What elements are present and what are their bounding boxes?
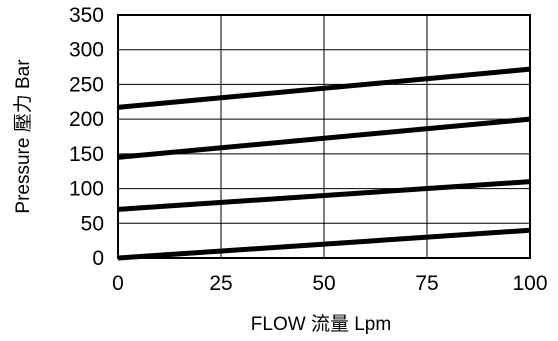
x-tick-label: 25 — [209, 272, 232, 295]
x-axis-label: FLOW 流量 Lpm — [251, 313, 391, 335]
y-tick-label: 0 — [92, 247, 104, 270]
series-line-4 — [117, 66, 531, 110]
x-tick-label: 75 — [415, 272, 438, 295]
y-tick-label: 100 — [69, 178, 104, 201]
series-line-1 — [117, 227, 531, 261]
y-tick-label: 200 — [69, 108, 104, 131]
y-tick-label: 50 — [81, 212, 104, 235]
y-axis-label: Pressure 壓力 Bar — [12, 59, 34, 214]
series-line-2 — [117, 179, 531, 212]
plot-frame — [117, 14, 531, 259]
x-tick-label: 50 — [312, 272, 335, 295]
x-tick-labels: 0 25 50 75 100 — [112, 272, 547, 295]
series-lines — [117, 66, 531, 261]
x-tick-label: 0 — [112, 272, 124, 295]
x-tick-label: 100 — [512, 272, 547, 295]
y-tick-labels: 0 50 100 150 200 250 300 350 — [69, 4, 104, 270]
y-tick-label: 350 — [69, 4, 104, 27]
y-tick-label: 300 — [69, 39, 104, 62]
y-tick-label: 150 — [69, 143, 104, 166]
y-tick-label: 250 — [69, 73, 104, 96]
series-line-3 — [117, 116, 531, 160]
